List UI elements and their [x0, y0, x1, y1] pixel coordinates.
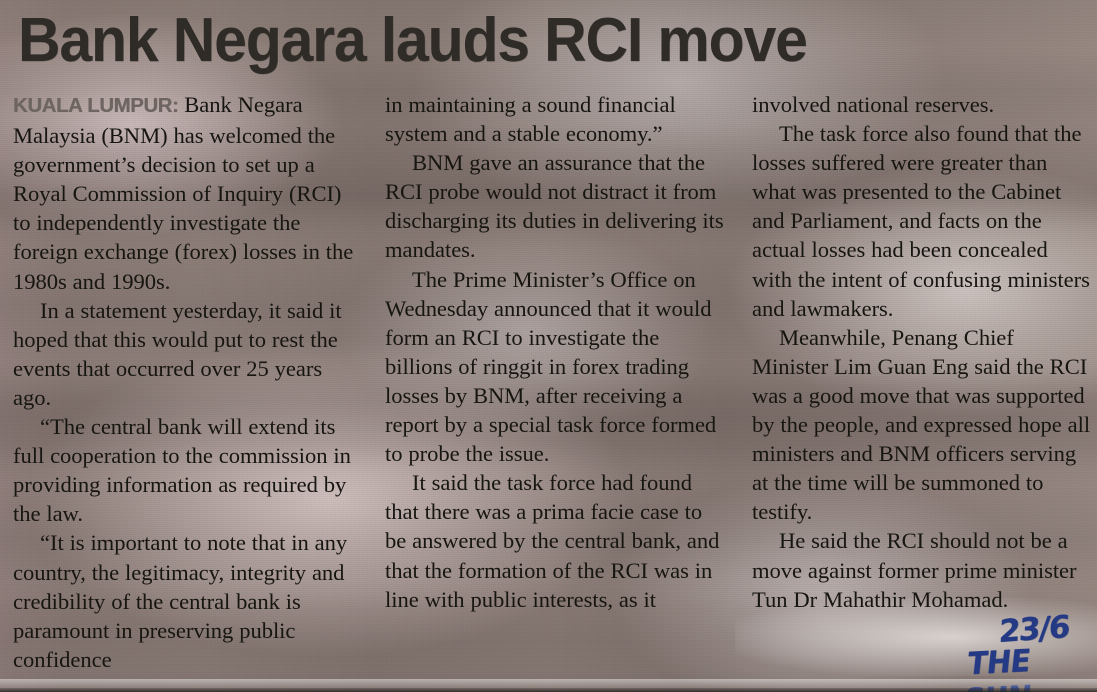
paragraph: In a statement yesterday, it said it hop…	[13, 297, 342, 410]
article-column-1: KUALA LUMPUR: Bank Negara Malaysia (BNM)…	[13, 90, 355, 674]
article-column-2: in maintaining a sound financial system …	[385, 90, 725, 614]
paragraph: “The central bank will extend its full c…	[13, 414, 351, 527]
paragraph: in maintaining a sound financial system …	[385, 92, 676, 147]
paragraph: “It is important to note that in any cou…	[13, 530, 348, 672]
handwritten-date-annotation: 23/6	[998, 608, 1070, 650]
paragraph: The Prime Minister’s Office on Wednesday…	[385, 266, 717, 467]
scan-bottom-edge	[0, 688, 1097, 692]
handwritten-publication-annotation: THE SUN	[962, 642, 1033, 692]
paragraph: It said the task force had found that th…	[385, 470, 720, 612]
scan-bottom-highlight	[0, 679, 1097, 688]
article-headline: Bank Negara lauds RCI move	[18, 6, 808, 75]
article-column-3: involved national reserves. The task for…	[752, 90, 1092, 614]
paragraph-text: Bank Negara Malaysia (BNM) has welcomed …	[13, 92, 354, 294]
paragraph: involved national reserves.	[752, 92, 995, 117]
dateline: KUALA LUMPUR:	[13, 95, 179, 117]
paragraph: BNM gave an assurance that the RCI probe…	[385, 150, 724, 263]
paragraph: KUALA LUMPUR: Bank Negara Malaysia (BNM)…	[13, 90, 355, 296]
paragraph: He said the RCI should not be a move aga…	[752, 528, 1077, 612]
paragraph: The task force also found that the losse…	[752, 121, 1090, 321]
paragraph: Meanwhile, Penang Chief Minister Lim Gua…	[752, 324, 1091, 525]
